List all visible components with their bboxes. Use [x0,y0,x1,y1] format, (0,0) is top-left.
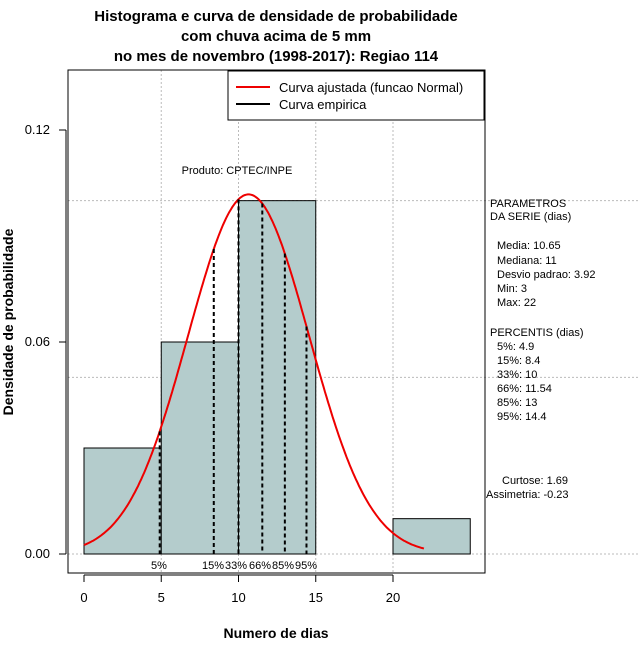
y-axis-label: Densidade de probabilidade [0,228,16,415]
percentile-label: 85% [272,560,294,572]
x-tick-label: 5 [158,590,165,605]
y-tick-label: 0.00 [25,546,50,561]
legend-entry: Curva ajustada (funcao Normal) [279,80,463,95]
percentile-label: 15% [202,560,224,572]
side-stat-text: PERCENTIS (dias) [490,327,584,339]
side-stat-text: 66%: 11.54 [497,383,552,395]
side-stat-text: 5%: 4.9 [497,341,534,353]
x-tick-label: 20 [386,590,400,605]
chart-title-line: com chuva acima de 5 mm [181,28,371,45]
side-stat-text: DA SERIE (dias) [490,211,571,223]
side-stat-text: Max: 22 [497,297,536,309]
x-tick-label: 15 [309,590,323,605]
percentile-label: 66% [249,560,271,572]
legend-entry: Curva empirica [279,97,367,112]
x-tick-label: 10 [231,590,245,605]
y-tick-label: 0.06 [25,334,50,349]
product-annotation: Produto: CPTEC/INPE [182,165,293,177]
legend-box [227,70,485,121]
side-stat-text: 15%: 8.4 [497,355,540,367]
percentile-label: 33% [225,560,247,572]
y-tick-label: 0.12 [25,122,50,137]
side-stat-text: Assimetria: -0.23 [486,489,569,501]
x-axis-label: Numero de dias [223,625,328,641]
side-stat-text: Media: 10.65 [497,240,561,252]
side-stat-text: 33%: 10 [497,369,537,381]
percentile-label: 5% [151,560,167,572]
chart-title-line: Histograma e curva de densidade de proba… [94,8,457,25]
side-stat-text: PARAMETROS [490,198,566,210]
side-stat-text: 85%: 13 [497,397,537,409]
percentile-label: 95% [295,560,317,572]
side-stat-text: Mediana: 11 [497,255,557,267]
plot-frame [67,69,486,574]
side-stat-text: 95%: 14.4 [497,411,547,423]
normal-curve-line [83,193,425,550]
side-stat-text: Min: 3 [497,283,527,295]
side-stat-text: Desvio padrao: 3.92 [497,269,595,281]
side-stat-text: Curtose: 1.69 [502,475,568,487]
histogram-bar [238,200,317,555]
chart-title-line: no mes de novembro (1998-2017): Regiao 1… [114,48,439,65]
x-tick-label: 0 [80,590,87,605]
histogram-bar [160,341,239,555]
histogram-bar [83,447,162,555]
histogram-bar [392,518,471,555]
